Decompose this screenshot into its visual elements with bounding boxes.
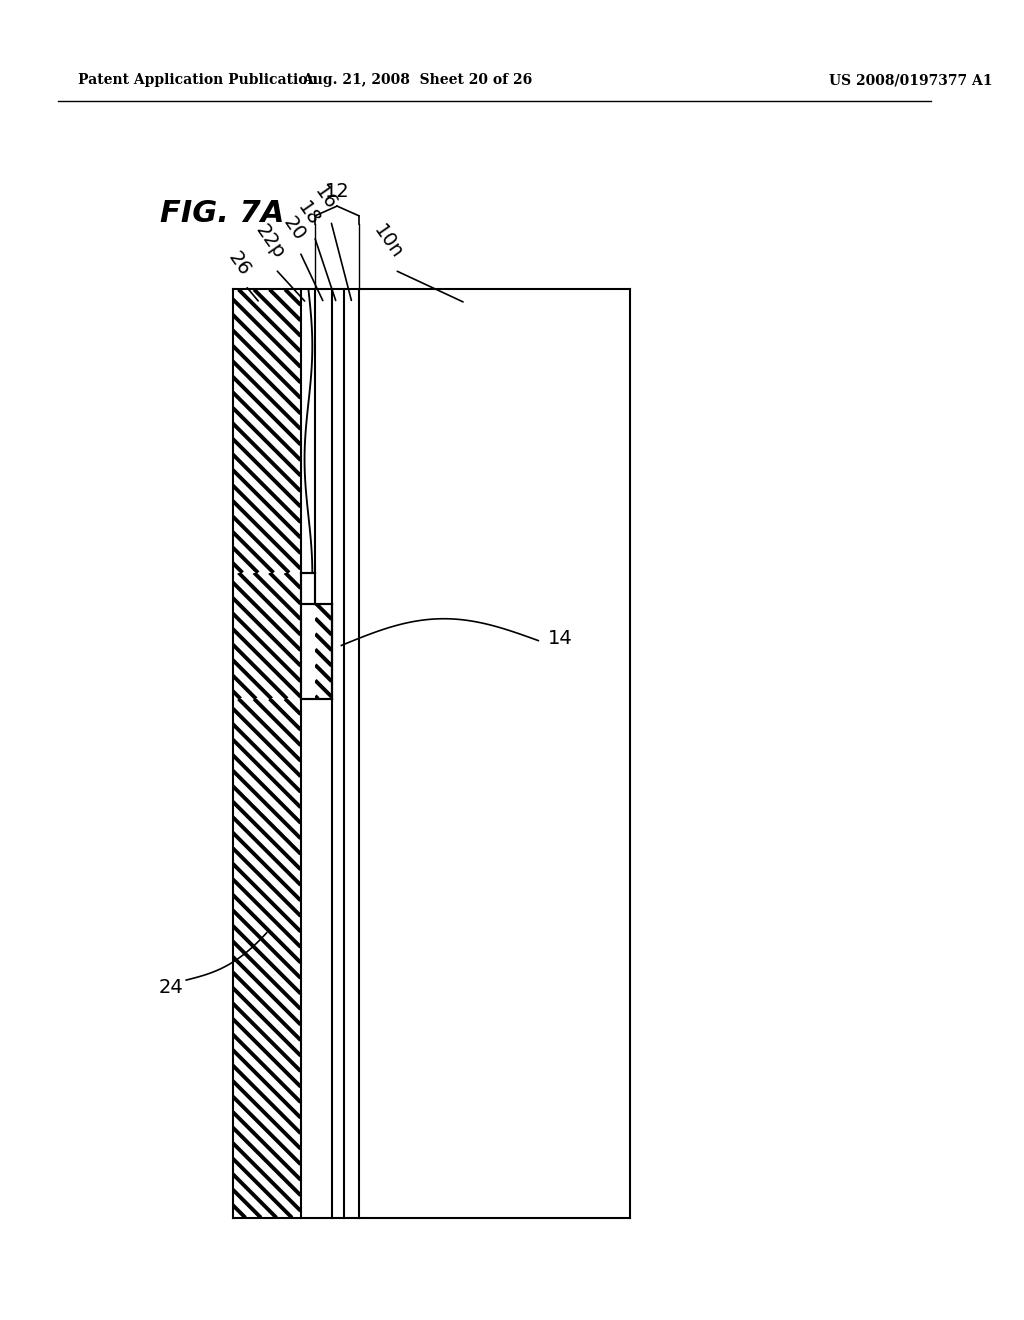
- Text: 14: 14: [548, 630, 572, 648]
- Text: 22p: 22p: [251, 220, 288, 263]
- Text: 20: 20: [279, 214, 308, 246]
- Text: 18: 18: [294, 198, 324, 230]
- Text: Aug. 21, 2008  Sheet 20 of 26: Aug. 21, 2008 Sheet 20 of 26: [302, 73, 532, 87]
- Text: 26: 26: [224, 248, 254, 280]
- Text: FIG. 7A: FIG. 7A: [160, 199, 285, 228]
- Polygon shape: [301, 573, 315, 603]
- Text: 24: 24: [159, 978, 183, 998]
- Polygon shape: [232, 289, 631, 1217]
- Text: 16: 16: [311, 182, 341, 214]
- Text: 10n: 10n: [370, 222, 407, 263]
- Text: Patent Application Publication: Patent Application Publication: [78, 73, 317, 87]
- Polygon shape: [301, 603, 315, 698]
- Text: US 2008/0197377 A1: US 2008/0197377 A1: [829, 73, 993, 87]
- Text: 12: 12: [325, 182, 349, 201]
